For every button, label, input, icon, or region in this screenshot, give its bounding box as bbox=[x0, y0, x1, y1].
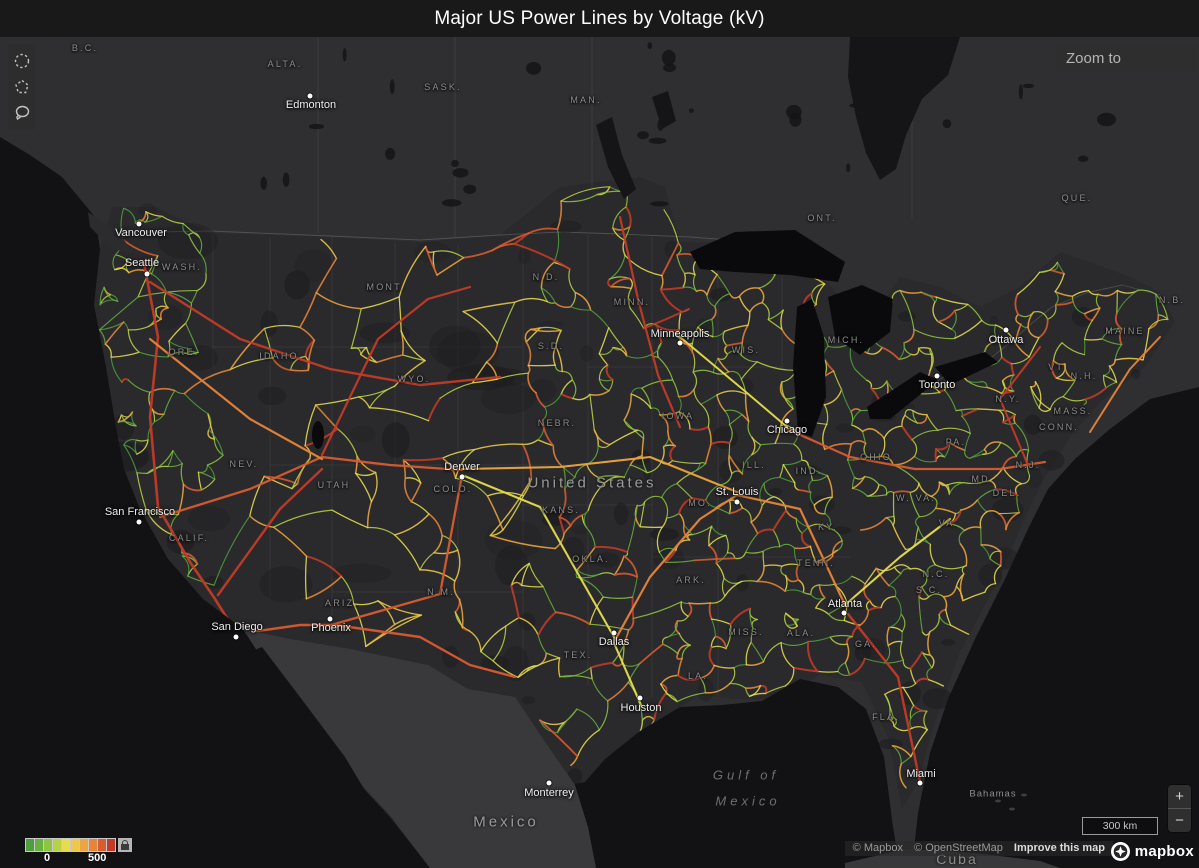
legend-swatch bbox=[44, 839, 52, 851]
draw-toolbar bbox=[8, 44, 35, 130]
legend-swatch bbox=[107, 839, 115, 851]
improve-map-link[interactable]: Improve this map bbox=[1013, 842, 1105, 854]
voltage-legend bbox=[25, 838, 132, 852]
zoom-out-button[interactable]: − bbox=[1175, 812, 1184, 829]
mapbox-logo-icon bbox=[1110, 842, 1130, 861]
legend-swatch bbox=[98, 839, 106, 851]
legend-swatch bbox=[26, 839, 34, 851]
attribution-bar: © Mapbox © OpenStreetMap Improve this ma… bbox=[844, 841, 1113, 856]
legend-min-value: 0 bbox=[44, 852, 51, 864]
legend-max-value: 500 bbox=[88, 852, 107, 864]
lasso-select-icon[interactable] bbox=[8, 100, 35, 126]
legend-swatch bbox=[62, 839, 70, 851]
mapbox-wordmark: mapbox bbox=[1134, 843, 1194, 860]
zoom-in-button[interactable]: + bbox=[1175, 788, 1184, 805]
map-canvas[interactable]: B.C. ALTA. SASK. MAN. ONT. QUE. N.B. MAINE VT. N.… bbox=[0, 37, 1199, 868]
legend-swatch bbox=[80, 839, 88, 851]
legend-color-ramp bbox=[25, 838, 116, 852]
zoom-control-divider bbox=[1168, 808, 1191, 809]
circle-select-icon[interactable] bbox=[8, 48, 35, 74]
legend-swatch bbox=[89, 839, 97, 851]
page-title: Major US Power Lines by Voltage (kV) bbox=[0, 0, 1199, 37]
lock-icon bbox=[121, 839, 129, 850]
attribution-mapbox-link[interactable]: © Mapbox bbox=[852, 842, 903, 854]
mapbox-logo[interactable]: mapbox bbox=[1110, 841, 1194, 862]
basemap-layer bbox=[0, 37, 1199, 868]
scale-bar: 300 km bbox=[1082, 817, 1158, 835]
zoom-control: + − bbox=[1168, 785, 1191, 832]
legend-lock-button[interactable] bbox=[118, 838, 132, 852]
zoom-to-button[interactable]: Zoom to bbox=[1055, 45, 1197, 72]
legend-swatch bbox=[71, 839, 79, 851]
legend-swatch bbox=[53, 839, 61, 851]
attribution-osm-link[interactable]: © OpenStreetMap bbox=[914, 842, 1003, 854]
polygon-select-icon[interactable] bbox=[8, 74, 35, 100]
legend-swatch bbox=[35, 839, 43, 851]
